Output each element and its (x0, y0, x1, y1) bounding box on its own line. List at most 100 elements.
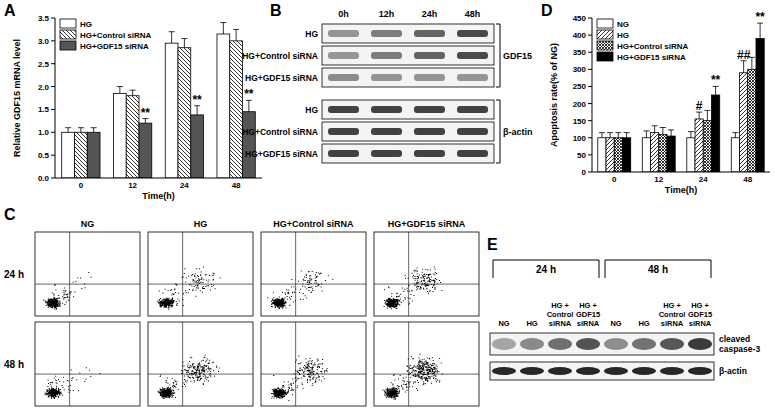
quadrant-line (295, 322, 296, 406)
flow-plot-frame (261, 322, 366, 406)
flow-dots (158, 354, 220, 399)
flow-plot-frame (374, 232, 479, 316)
blot-strip (322, 24, 494, 43)
legend-label: HG+GDF15 siRNA (617, 53, 686, 62)
significance: ** (755, 10, 765, 24)
bar (703, 121, 711, 172)
band (632, 338, 656, 350)
band (457, 74, 488, 81)
lane-label: HG (638, 319, 649, 328)
row-label: cleaved (719, 334, 750, 344)
band (548, 338, 572, 350)
band (520, 367, 544, 375)
legend-swatch (597, 30, 613, 39)
band (457, 30, 488, 37)
y-tick-label: 1.5 (38, 105, 50, 114)
panel-label: E (487, 236, 498, 253)
blot-e: E24 hNGHGHG +ControlsiRNAHG +GDF15siRNA4… (487, 236, 760, 380)
lane-label: siRNA (577, 319, 600, 328)
blot-strip (322, 68, 494, 87)
row-label: HG (305, 29, 318, 39)
lane-label: Control (547, 310, 574, 319)
bar (606, 138, 614, 172)
flow-c: CNGHGHG+Control siRNAHG+GDF15 siRNA24 h4… (4, 206, 479, 406)
band (688, 367, 712, 375)
blot-strip (322, 100, 494, 119)
flow-plot-frame (35, 322, 140, 406)
lane-label: HG + (691, 301, 709, 310)
band (660, 338, 684, 350)
x-axis (592, 172, 770, 173)
bar (217, 34, 230, 178)
band (457, 52, 488, 59)
quadrant-line (261, 284, 366, 285)
y-tick (51, 109, 55, 110)
y-axis (55, 18, 56, 178)
error-bar (246, 100, 252, 111)
bar (598, 138, 606, 172)
bar (667, 136, 675, 172)
legend-swatch (60, 30, 76, 39)
legend-swatch (60, 41, 76, 50)
lane-label: HG + (551, 301, 569, 310)
bar (74, 132, 87, 178)
bar (651, 133, 659, 172)
error-bar (181, 39, 187, 48)
band (660, 367, 684, 375)
legend-label: HG (80, 20, 92, 29)
y-tick (51, 63, 55, 64)
legend-swatch (597, 19, 613, 28)
bar (622, 138, 630, 172)
band (328, 74, 359, 81)
blot-strip (322, 46, 494, 65)
lane-label: HG (526, 319, 537, 328)
x-tick-label: 24 (180, 181, 189, 190)
panel-label: B (270, 2, 282, 19)
x-tick-label: 0 (79, 181, 84, 190)
band (492, 367, 516, 375)
band (457, 128, 488, 135)
significance: ** (192, 93, 202, 107)
error-bar (741, 61, 747, 73)
lane-label: GDF15 (576, 310, 600, 319)
x-axis-label: Time(h) (142, 191, 174, 201)
y-tick-label: 0.5 (38, 151, 50, 160)
column-label: HG+Control siRNA (273, 219, 354, 229)
x-tick-label: 48 (743, 175, 752, 184)
y-tick-label: 0.0 (38, 174, 50, 183)
legend-swatch (597, 52, 613, 61)
lane-label: NG (610, 319, 621, 328)
group-label: 48 h (648, 264, 668, 275)
error-bar (696, 112, 702, 119)
error-bar (688, 132, 694, 138)
bar (614, 138, 622, 172)
group-label: GDF15 (503, 51, 532, 61)
error-bar (624, 133, 630, 138)
flow-dots (45, 367, 101, 399)
y-tick-label: 2.5 (38, 60, 50, 69)
band (457, 150, 488, 157)
bar (139, 123, 152, 178)
y-tick (51, 155, 55, 156)
y-tick (51, 40, 55, 41)
significance: ** (711, 73, 721, 87)
flow-plot-frame (148, 322, 253, 406)
y-tick-label: 1.0 (38, 128, 50, 137)
band (414, 74, 445, 81)
figure: A******0.00.51.01.52.02.53.03.50122448Ti… (0, 0, 775, 412)
legend-swatch (597, 41, 613, 50)
quadrant-line (182, 232, 183, 316)
blot-strip (490, 333, 714, 355)
error-bar (233, 29, 239, 40)
error-bar (130, 90, 136, 95)
x-axis (55, 178, 262, 179)
flow-dots (267, 270, 333, 309)
quadrant-line (69, 322, 70, 406)
y-tick-label: 50 (577, 151, 586, 160)
band (604, 338, 628, 350)
band (371, 128, 402, 135)
x-tick-label: 24 (699, 175, 708, 184)
band (328, 52, 359, 59)
lane-label: siRNA (661, 319, 684, 328)
bar (695, 119, 703, 172)
